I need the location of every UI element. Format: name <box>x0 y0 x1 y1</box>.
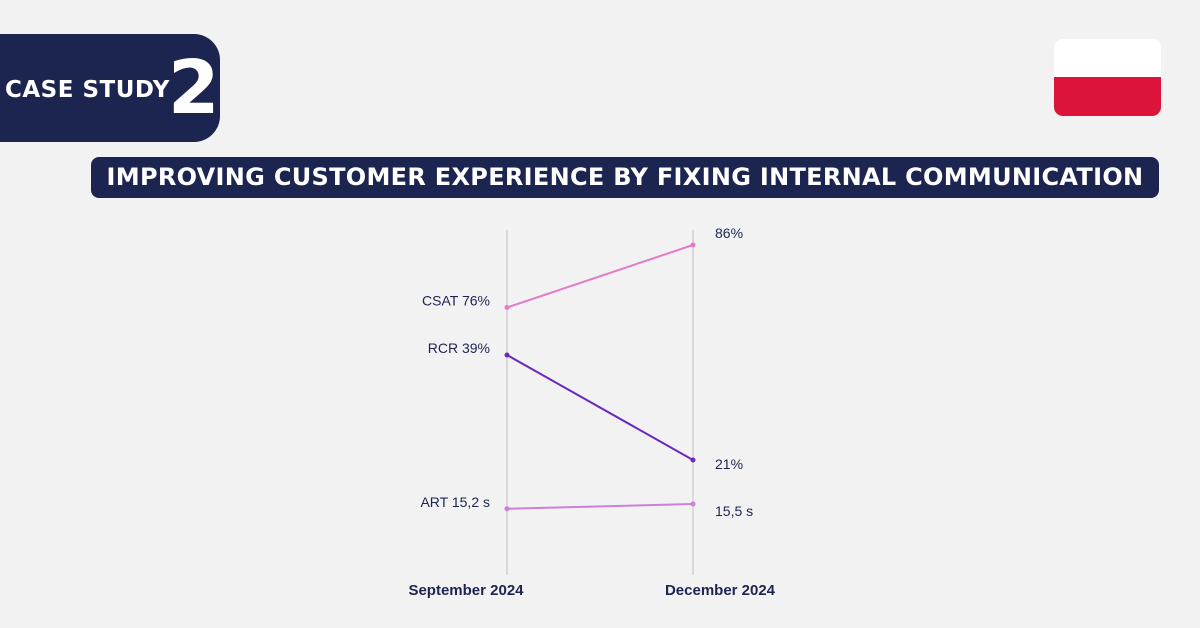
x-tick-september: September 2024 <box>408 582 524 599</box>
csat-end-label: 86% <box>715 225 743 241</box>
art-line <box>506 503 694 510</box>
art-end-point <box>690 501 696 507</box>
rcr-end-label: 21% <box>715 456 743 472</box>
csat-start-point <box>504 305 510 310</box>
rcr-end-point <box>690 457 696 463</box>
case-study-title: IMPROVING CUSTOMER EXPERIENCE BY FIXING … <box>91 157 1159 198</box>
x-tick-december: December 2024 <box>665 582 776 599</box>
flag-white-band <box>1054 39 1161 77</box>
rcr-line <box>506 354 694 461</box>
case-study-number: 2 <box>168 45 220 131</box>
csat-line <box>506 244 694 309</box>
csat-start-label: CSAT 76% <box>422 293 490 309</box>
art-start-point <box>504 506 510 512</box>
art-end-label: 15,5 s <box>715 503 753 519</box>
poland-flag-icon <box>1054 39 1161 116</box>
rcr-start-label: RCR 39% <box>428 340 490 356</box>
rcr-start-point <box>504 352 510 358</box>
csat-end-point <box>690 242 696 248</box>
art-start-label: ART 15,2 s <box>420 494 490 510</box>
flag-red-band <box>1054 77 1161 116</box>
case-study-label: CASE STUDY <box>5 77 170 103</box>
case-study-badge <box>0 34 220 142</box>
